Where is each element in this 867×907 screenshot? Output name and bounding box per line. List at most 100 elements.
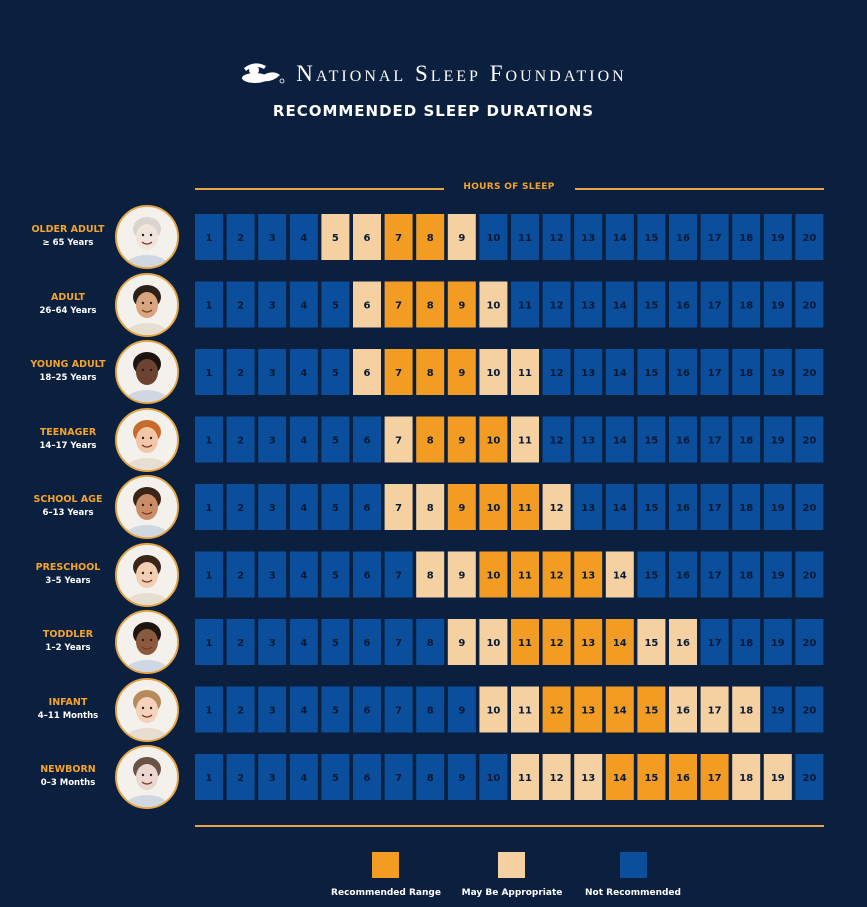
hour-cell-label: 5: [332, 773, 339, 784]
hour-cell: [763, 551, 792, 598]
hour-cell: [574, 484, 603, 530]
hour-cell: [321, 619, 350, 665]
hour-cell-label: 15: [644, 706, 658, 717]
age-group-name: OLDER ADULT: [31, 224, 105, 235]
hour-cell: [195, 484, 223, 530]
hour-cell: [542, 754, 571, 800]
hour-cell: [732, 754, 761, 800]
hour-cell-label: 9: [458, 571, 465, 582]
hour-cell-label: 11: [518, 571, 532, 582]
hour-cell: [447, 754, 476, 800]
hour-cell-label: 7: [395, 706, 402, 717]
hour-cell: [605, 416, 634, 463]
hour-cell-label: 10: [486, 301, 500, 312]
hour-cell-label: 20: [802, 368, 816, 379]
hour-cell: [353, 416, 381, 463]
hour-cell: [795, 551, 824, 598]
hour-cell-label: 3: [269, 436, 276, 447]
header: National Sleep Foundation RECOMMENDED SL…: [0, 56, 867, 120]
hour-cell-label: 19: [771, 571, 785, 582]
hour-cell-label: 20: [802, 301, 816, 312]
hour-cell: [605, 484, 634, 530]
hour-cell: [479, 484, 508, 530]
hour-cell-label: 2: [237, 436, 244, 447]
hour-cell-label: 9: [458, 503, 465, 514]
hour-cell: [258, 416, 287, 463]
hour-cell-label: 1: [206, 638, 213, 649]
hour-cell: [195, 214, 223, 260]
hour-cell: [637, 551, 666, 598]
hour-cell-label: 19: [771, 436, 785, 447]
hour-cell-label: 1: [206, 233, 213, 244]
age-group-name: TODDLER: [42, 629, 94, 640]
hour-cell: [353, 551, 381, 598]
hour-cell: [195, 416, 223, 463]
hour-cell: [542, 214, 571, 260]
hour-cell: [479, 416, 508, 463]
hour-cell: [321, 214, 350, 260]
hour-cell-label: 17: [708, 233, 722, 244]
hour-cell-label: 18: [739, 301, 753, 312]
avatar: [115, 407, 179, 472]
hour-cell-label: 16: [676, 301, 690, 312]
axis-rule-left: [195, 188, 444, 190]
hour-cell: [732, 551, 761, 598]
avatar: [115, 745, 179, 809]
legend-label-recommended: Recommended Range: [331, 888, 441, 898]
hour-cell: [289, 686, 318, 733]
hour-cell: [763, 281, 792, 328]
hour-cell-label: 5: [332, 571, 339, 582]
hour-cell: [763, 214, 792, 260]
hour-cell-label: 20: [802, 436, 816, 447]
hour-cell: [289, 214, 318, 260]
axis-title: HOURS OF SLEEP: [463, 182, 555, 192]
hour-cell-label: 12: [550, 571, 564, 582]
hour-cell: [605, 214, 634, 260]
hour-cell-label: 2: [237, 706, 244, 717]
hour-cell-label: 12: [550, 436, 564, 447]
hour-cell-label: 13: [581, 436, 595, 447]
hour-cell: [574, 349, 603, 395]
hour-cell-label: 1: [206, 571, 213, 582]
hour-cell-label: 10: [486, 638, 500, 649]
age-group-name: ADULT: [51, 291, 85, 303]
age-group-name: YOUNG ADULT: [30, 359, 106, 370]
hour-cell: [732, 484, 761, 530]
hour-cell-label: 4: [300, 706, 307, 717]
hour-cell: [384, 686, 413, 733]
age-group-label: INFANT 4–11 Months: [14, 697, 122, 721]
age-group-label: SCHOOL AGE 6–13 Years: [14, 494, 122, 518]
hour-cell: [732, 686, 761, 733]
hour-cell-label: 8: [427, 706, 434, 717]
page-subtitle: RECOMMENDED SLEEP DURATIONS: [272, 102, 595, 120]
hour-cell-label: 3: [269, 773, 276, 784]
hour-cell-label: 8: [427, 638, 434, 649]
hour-cell: [416, 416, 445, 463]
hour-cell: [195, 349, 223, 395]
hour-cell-label: 17: [708, 638, 722, 649]
avatar: [115, 272, 179, 337]
hour-cell: [795, 214, 824, 260]
hour-cell-label: 2: [237, 571, 244, 582]
hour-cell: [542, 619, 571, 665]
hour-cell-label: 12: [550, 233, 564, 244]
hour-cell: [732, 281, 761, 328]
hour-cell-label: 11: [518, 503, 532, 514]
hour-cell-label: 4: [300, 368, 307, 379]
avatar: [115, 542, 179, 607]
hour-cell: [669, 349, 697, 395]
legend-swatch-not-recommended: [620, 852, 647, 878]
hour-cell: [511, 214, 539, 260]
hour-cell: [700, 281, 729, 328]
hour-cell: [289, 551, 318, 598]
hour-cell-label: 12: [550, 503, 564, 514]
hour-cell-label: 12: [550, 638, 564, 649]
hour-cell-label: 11: [518, 301, 532, 312]
hour-cell-label: 9: [458, 706, 465, 717]
hour-cell-label: 11: [518, 233, 532, 244]
hour-cell-label: 20: [802, 773, 816, 784]
hour-cell: [700, 416, 729, 463]
hour-cell-label: 4: [300, 233, 307, 244]
hour-cell-label: 10: [486, 436, 500, 447]
hour-cell-label: 15: [644, 638, 658, 649]
